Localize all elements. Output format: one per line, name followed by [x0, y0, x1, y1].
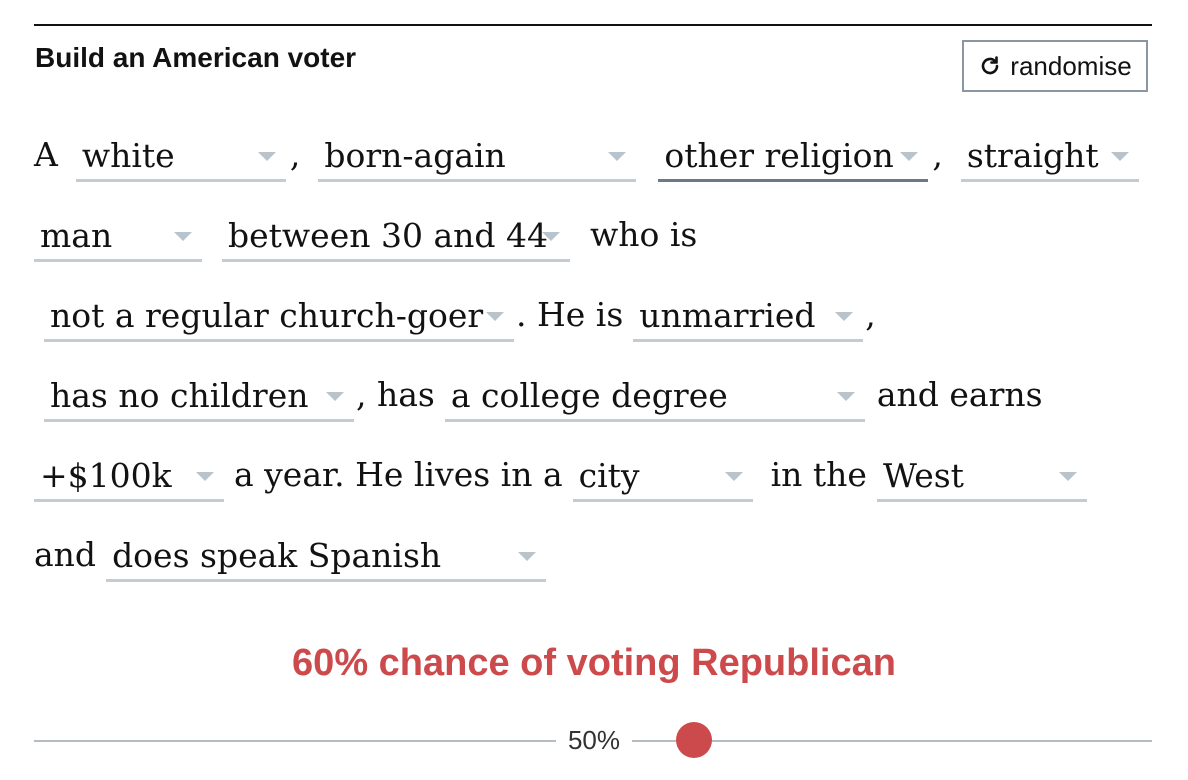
- region-dropdown[interactable]: West: [876, 450, 1087, 502]
- chevron-down-icon: [174, 232, 192, 241]
- orientation-dropdown[interactable]: straight: [960, 130, 1139, 182]
- religion-dropdown[interactable]: other religion: [658, 130, 929, 182]
- probability-slider-thumb[interactable]: [675, 722, 712, 758]
- region-value: West: [882, 456, 964, 495]
- chevron-down-icon: [326, 392, 344, 401]
- sentence-text: in the: [770, 455, 867, 494]
- slider-midpoint-label: 50%: [556, 722, 632, 758]
- income-dropdown[interactable]: +$100k: [34, 450, 224, 502]
- sentence-text: a year. He lives in a: [234, 455, 563, 494]
- spanish-value: does speak Spanish: [112, 536, 442, 575]
- church-dropdown[interactable]: not a regular church-goer: [44, 290, 514, 342]
- chevron-down-icon: [608, 152, 627, 161]
- area-value: city: [578, 456, 640, 495]
- sentence-line-4: has no children , has a college degree a…: [34, 362, 1043, 422]
- orientation-value: straight: [966, 136, 1099, 175]
- chevron-down-icon: [1058, 472, 1077, 481]
- spanish-dropdown[interactable]: does speak Spanish: [106, 530, 547, 582]
- religion-value: other religion: [664, 136, 894, 175]
- race-dropdown[interactable]: white: [75, 130, 286, 182]
- sentence-text: ,: [289, 135, 301, 174]
- chevron-down-icon: [518, 552, 537, 561]
- page-title: Build an American voter: [35, 42, 357, 73]
- area-dropdown[interactable]: city: [572, 450, 753, 502]
- randomise-label: randomise: [1010, 50, 1132, 81]
- top-rule: [34, 24, 1152, 26]
- sentence-line-1: A white , born-again other religion , st…: [34, 122, 1139, 182]
- chevron-down-icon: [196, 472, 214, 481]
- gender-dropdown[interactable]: man: [34, 210, 202, 262]
- evangelical-dropdown[interactable]: born-again: [318, 130, 637, 182]
- education-dropdown[interactable]: a college degree: [444, 370, 865, 422]
- sentence-line-2: man between 30 and 44 who is: [34, 202, 697, 262]
- age-value: between 30 and 44: [228, 216, 548, 255]
- sentence-text: ,: [932, 135, 943, 174]
- chevron-down-icon: [257, 152, 276, 161]
- sentence-text: and earns: [876, 375, 1043, 414]
- children-dropdown[interactable]: has no children: [44, 370, 354, 422]
- sentence-text: who is: [590, 215, 698, 254]
- chevron-down-icon: [486, 312, 504, 321]
- income-value: +$100k: [40, 456, 172, 495]
- marital-dropdown[interactable]: unmarried: [633, 290, 864, 342]
- gender-value: man: [40, 216, 113, 255]
- church-value: not a regular church-goer: [50, 296, 484, 335]
- chevron-down-icon: [900, 152, 919, 161]
- sentence-text: ,: [865, 295, 876, 334]
- chevron-down-icon: [542, 232, 560, 241]
- sentence-line-6: and does speak Spanish: [34, 522, 547, 582]
- randomise-button[interactable]: randomise: [962, 40, 1148, 92]
- refresh-icon: [982, 56, 999, 75]
- race-value: white: [81, 136, 175, 175]
- education-value: a college degree: [450, 376, 728, 415]
- result-text: 60% chance of voting Republican: [292, 642, 896, 684]
- chevron-down-icon: [835, 312, 854, 321]
- chevron-down-icon: [1110, 152, 1129, 161]
- sentence-text: A: [34, 135, 58, 174]
- chevron-down-icon: [724, 472, 743, 481]
- age-dropdown[interactable]: between 30 and 44: [222, 210, 570, 262]
- chevron-down-icon: [836, 392, 855, 401]
- marital-value: unmarried: [639, 296, 816, 335]
- evangelical-value: born-again: [324, 136, 506, 175]
- sentence-text: . He is: [516, 295, 624, 334]
- children-value: has no children: [50, 376, 309, 415]
- sentence-text: and: [34, 535, 97, 574]
- sentence-line-5: +$100k a year. He lives in a city in the…: [34, 442, 1087, 502]
- sentence-line-3: not a regular church-goer . He is unmarr…: [34, 282, 876, 342]
- sentence-text: , has: [356, 375, 435, 414]
